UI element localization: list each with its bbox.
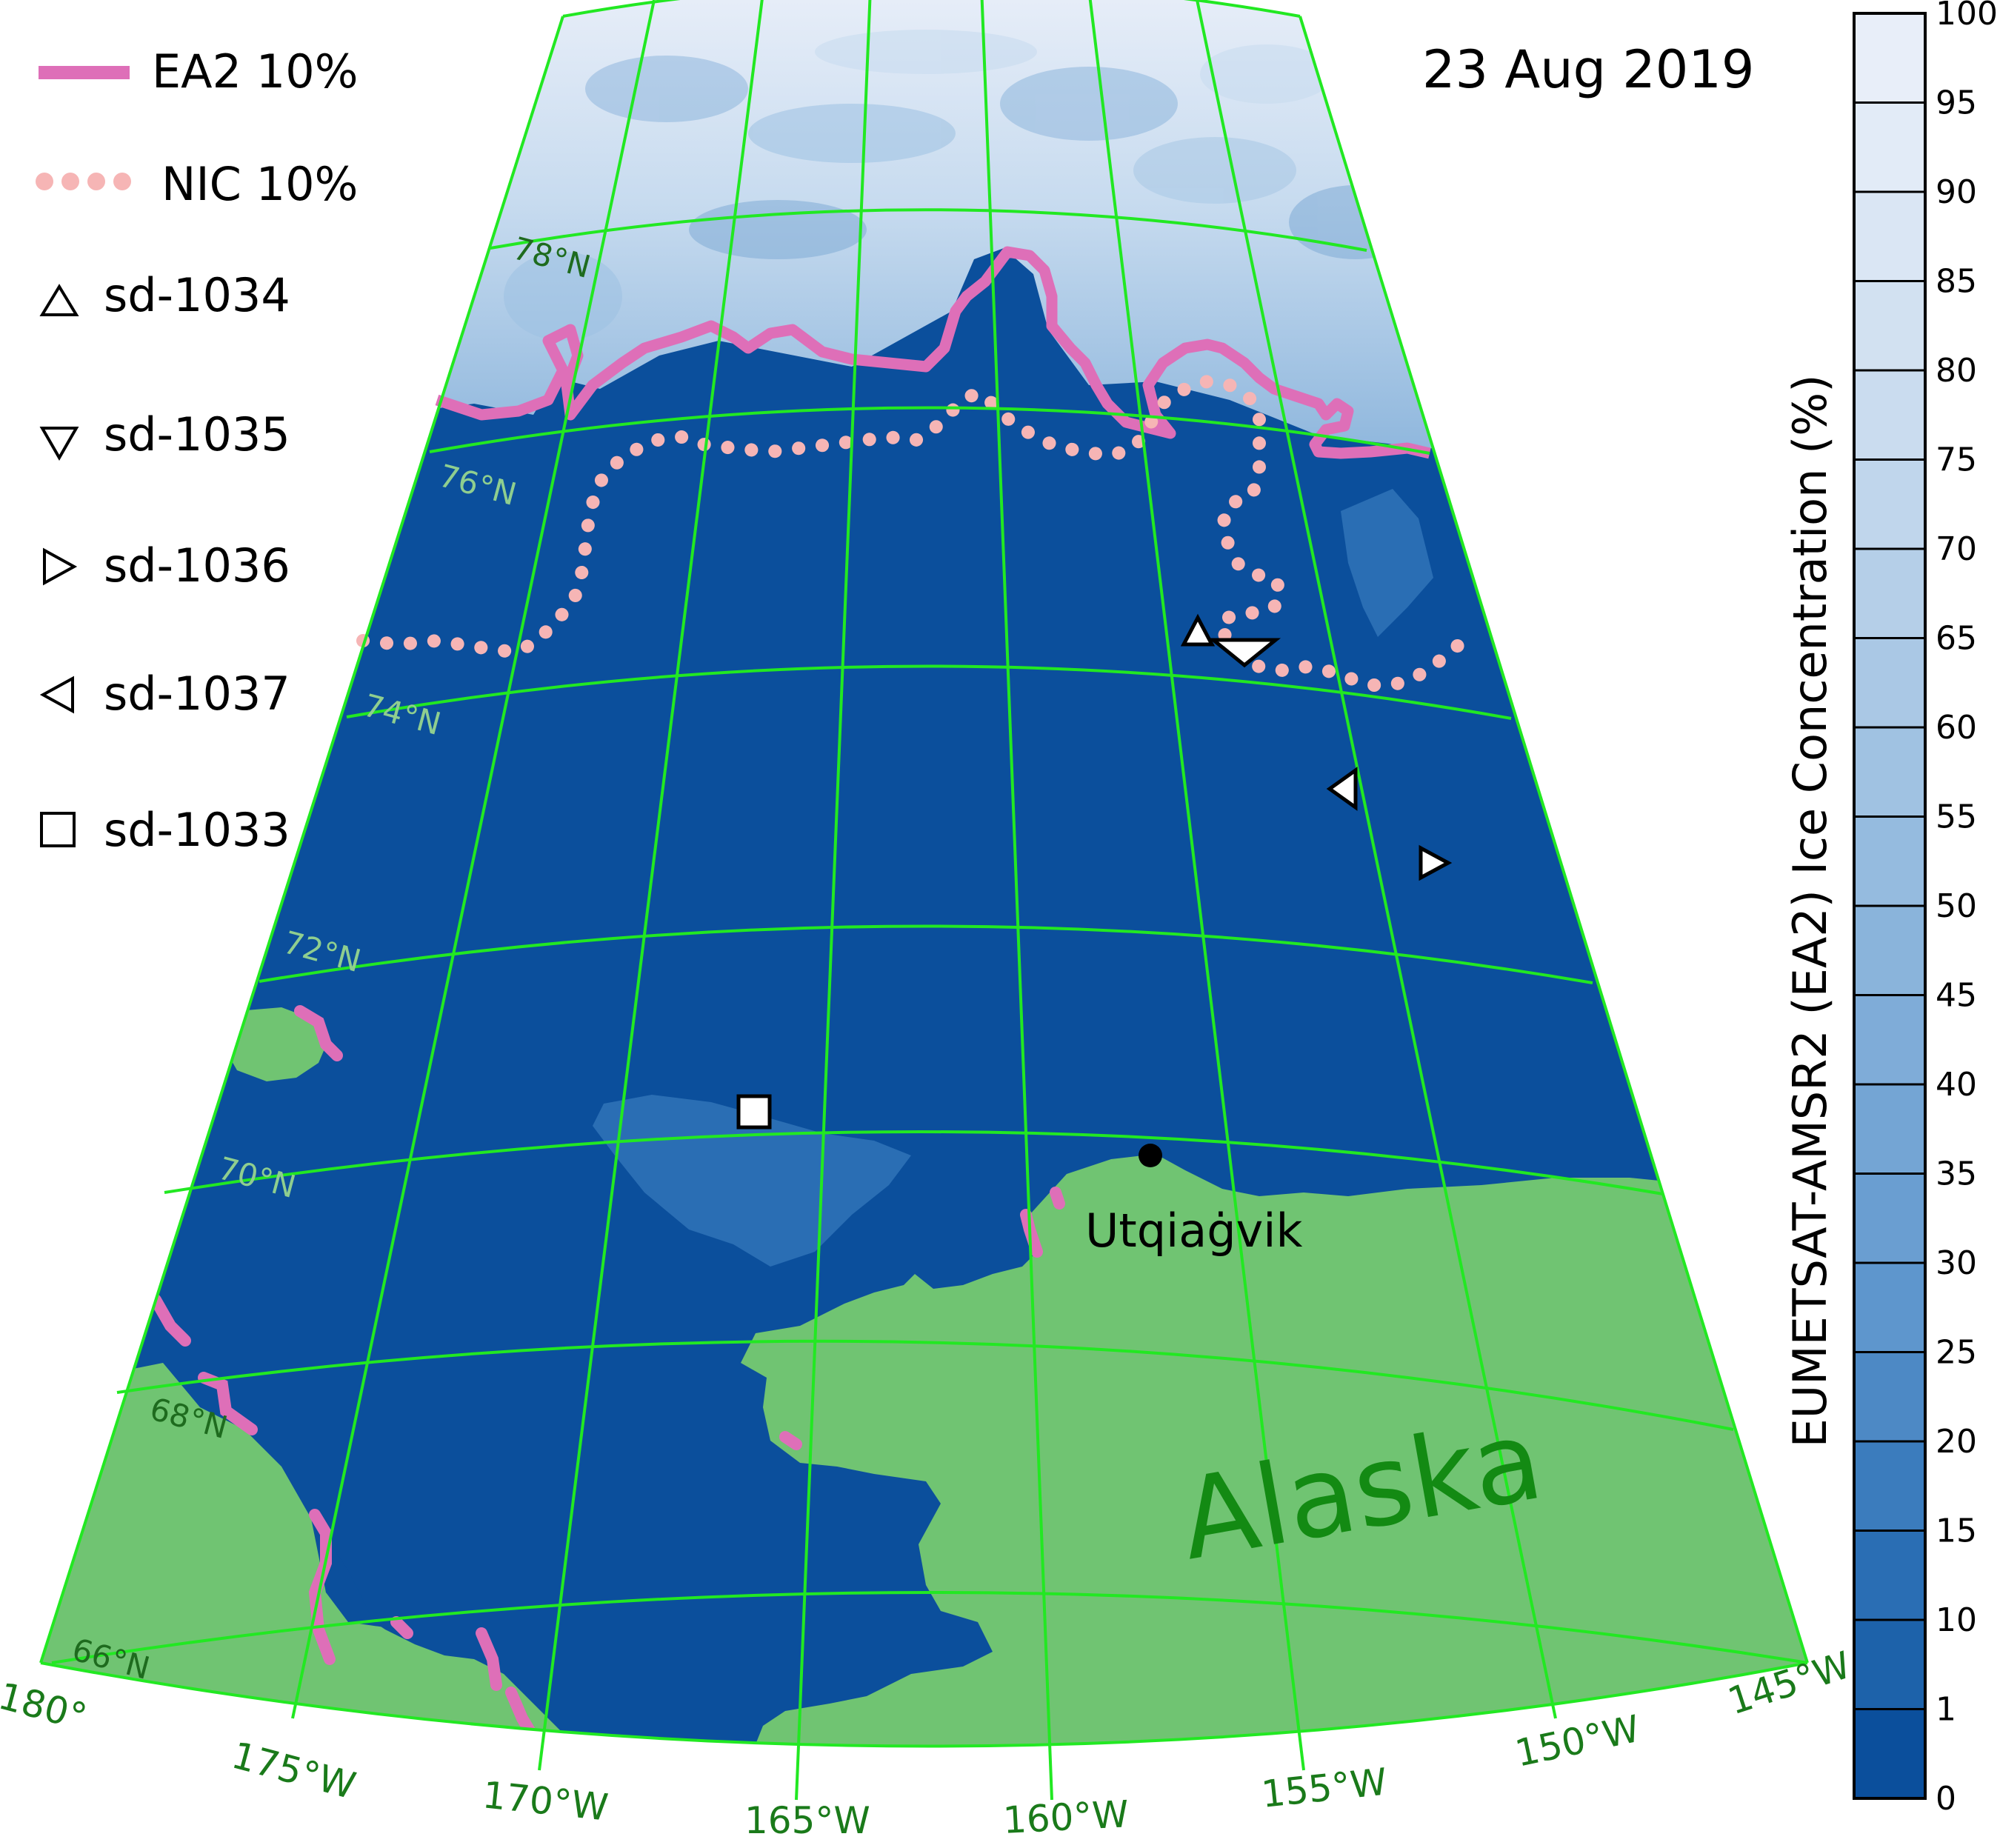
lat-66N bbox=[51, 1591, 1808, 1664]
lon-165W bbox=[1088, 0, 1305, 1771]
legend-sd1037-symbol bbox=[39, 676, 74, 714]
sd-1035-marker bbox=[1207, 638, 1281, 668]
legend-sd1036-label: sd-1036 bbox=[104, 538, 290, 593]
legend-sd1034-label: sd-1034 bbox=[104, 268, 290, 322]
colorbar: 1009590858075706560555045403530252015101… bbox=[1783, 0, 1998, 1818]
colorbar-tick-label: 70 bbox=[1936, 530, 1977, 568]
colorbar-cell bbox=[1854, 1084, 1925, 1174]
colorbar-tick-label: 1 bbox=[1936, 1691, 1956, 1729]
colorbar-tick-label: 85 bbox=[1936, 263, 1977, 301]
colorbar-tick-label: 90 bbox=[1936, 173, 1977, 211]
colorbar-tick-label: 10 bbox=[1936, 1601, 1977, 1639]
colorbar-cell bbox=[1854, 370, 1925, 460]
legend-nic-symbol bbox=[36, 173, 131, 190]
colorbar-tick-label: 95 bbox=[1936, 84, 1977, 122]
land-wrangel-island bbox=[222, 1007, 330, 1081]
colorbar-tick-label: 80 bbox=[1936, 352, 1977, 390]
sd-1034-marker bbox=[1180, 613, 1216, 647]
graticule bbox=[39, 0, 1809, 1801]
colorbar-cells bbox=[1854, 13, 1925, 1799]
colorbar-cell bbox=[1854, 1620, 1925, 1709]
lat-74N bbox=[346, 664, 1512, 720]
colorbar-cell bbox=[1854, 192, 1925, 281]
lon-label-170W: 170°W bbox=[481, 1773, 610, 1829]
lon-145W bbox=[1299, 16, 1809, 1664]
colorbar-cell bbox=[1854, 102, 1925, 193]
legend-ea2-label: EA2 10% bbox=[152, 44, 359, 99]
colorbar-tick-label: 0 bbox=[1936, 1780, 1956, 1818]
legend-sd1035-label: sd-1035 bbox=[104, 407, 290, 461]
colorbar-tick-label: 65 bbox=[1936, 620, 1977, 658]
lon-175W bbox=[538, 0, 764, 1771]
map-lower-border bbox=[40, 1661, 1808, 1748]
lat-72N bbox=[259, 924, 1593, 984]
lon-162W bbox=[1195, 0, 1557, 1719]
colorbar-cell bbox=[1854, 906, 1925, 995]
colorbar-cell bbox=[1854, 549, 1925, 638]
colorbar-tick-label: 25 bbox=[1936, 1334, 1977, 1372]
low-ice-patch-east bbox=[1341, 489, 1433, 637]
legend-sd1033-label: sd-1033 bbox=[104, 803, 290, 857]
legend-sd1037-label: sd-1037 bbox=[104, 667, 290, 721]
colorbar-cell bbox=[1854, 459, 1925, 550]
coastal-ice-fringe bbox=[150, 1005, 1065, 1747]
colorbar-tick-label: 20 bbox=[1936, 1423, 1977, 1461]
lon-label-160W: 160°W bbox=[1002, 1792, 1130, 1842]
colorbar-cell bbox=[1854, 281, 1925, 371]
lat-78N bbox=[490, 208, 1367, 252]
colorbar-cell bbox=[1854, 1352, 1925, 1442]
colorbar-cell bbox=[1854, 995, 1925, 1085]
colorbar-cell bbox=[1854, 1441, 1925, 1531]
legend: EA2 10% NIC 10% sd-1034 sd-1035 sd-1036 … bbox=[36, 44, 359, 857]
town-label: Utqiaġvik bbox=[1085, 1204, 1303, 1258]
land-alaska bbox=[741, 1154, 1807, 1747]
lon-177W bbox=[291, 0, 656, 1719]
lon-label-150W: 150°W bbox=[1511, 1707, 1643, 1775]
colorbar-ticks: 1009590858075706560555045403530252015101… bbox=[1854, 0, 1998, 1818]
lon-180 bbox=[39, 16, 564, 1664]
utqiagvik-dot bbox=[1139, 1144, 1162, 1167]
colorbar-tick-label: 50 bbox=[1936, 887, 1977, 925]
lon-label-175W: 175°W bbox=[227, 1734, 360, 1808]
legend-nic-label: NIC 10% bbox=[161, 157, 358, 211]
legend-sd1033-symbol bbox=[40, 812, 76, 847]
colorbar-title: EUMETSAT-AMSR2 (EA2) Ice Concentration (… bbox=[1783, 375, 1837, 1448]
land-west-coast-inner bbox=[319, 1526, 400, 1629]
lon-label-165W: 165°W bbox=[744, 1799, 870, 1842]
lon-label-180: 180° bbox=[0, 1675, 91, 1739]
colorbar-tick-label: 40 bbox=[1936, 1066, 1977, 1104]
colorbar-cell bbox=[1854, 816, 1925, 907]
colorbar-cell bbox=[1854, 1530, 1925, 1621]
colorbar-cell bbox=[1854, 638, 1925, 728]
colorbar-cell bbox=[1854, 1263, 1925, 1352]
lon-167W bbox=[980, 0, 1053, 1801]
legend-sd1034-symbol bbox=[39, 284, 79, 316]
colorbar-cell bbox=[1854, 1709, 1925, 1799]
colorbar-tick-label: 30 bbox=[1936, 1244, 1977, 1282]
legend-sd1035-symbol bbox=[39, 427, 79, 461]
sd-1036-marker bbox=[1419, 844, 1453, 881]
buoy-markers bbox=[736, 613, 1453, 1130]
colorbar-cell bbox=[1854, 13, 1925, 103]
sd-1033-marker bbox=[736, 1094, 772, 1130]
lat-76N bbox=[429, 406, 1430, 455]
colorbar-cell bbox=[1854, 1173, 1925, 1264]
colorbar-tick-label: 15 bbox=[1936, 1512, 1977, 1550]
lon-label-155W: 155°W bbox=[1259, 1760, 1389, 1815]
lon-170W bbox=[795, 0, 872, 1801]
colorbar-tick-label: 60 bbox=[1936, 709, 1977, 747]
legend-sd1036-symbol bbox=[43, 547, 78, 586]
colorbar-cell bbox=[1854, 727, 1925, 817]
ea2-contour bbox=[435, 246, 1431, 459]
colorbar-tick-label: 75 bbox=[1936, 441, 1977, 479]
sd-1037-marker bbox=[1326, 767, 1358, 811]
colorbar-tick-label: 45 bbox=[1936, 977, 1977, 1015]
colorbar-tick-label: 35 bbox=[1936, 1155, 1977, 1193]
date-label: 23 Aug 2019 bbox=[1422, 39, 1754, 100]
colorbar-tick-label: 55 bbox=[1936, 798, 1977, 836]
colorbar-tick-label: 100 bbox=[1936, 0, 1998, 33]
